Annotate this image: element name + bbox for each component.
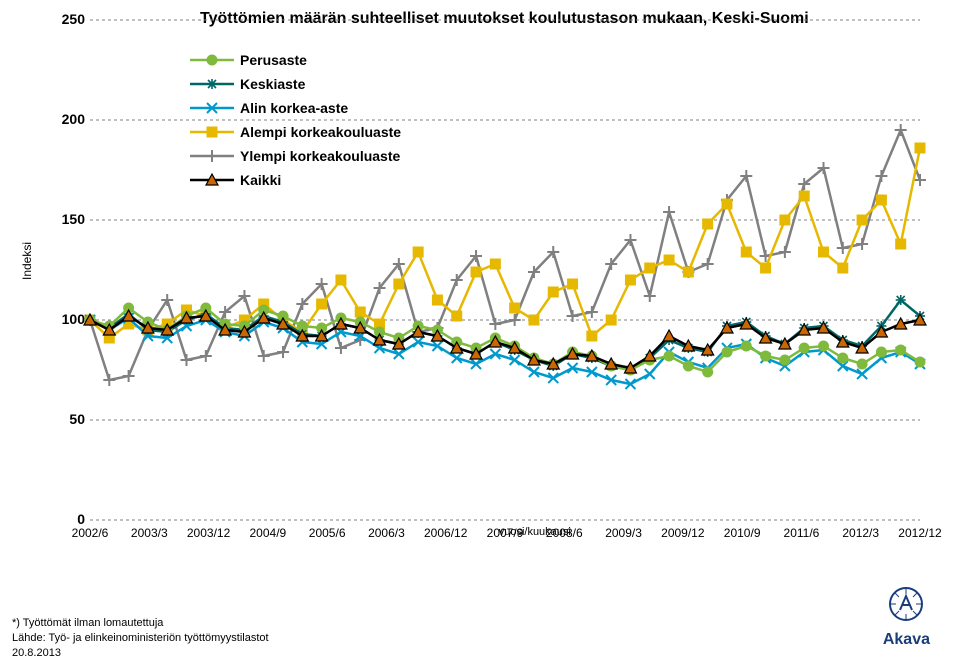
footer-line3: 20.8.2013 — [12, 646, 269, 661]
logo-text: Akava — [883, 631, 930, 649]
y-tick: 150 — [50, 211, 85, 227]
y-tick: 200 — [50, 111, 85, 127]
x-axis-secondary-label: vuosi/kuukausi — [499, 526, 571, 538]
legend-item-keskiaste: Keskiaste — [190, 74, 401, 94]
footer-text: *) Työttömät ilman lomautettuja Lähde: T… — [12, 616, 269, 661]
logo-icon — [886, 584, 926, 624]
y-tick: 250 — [50, 11, 85, 27]
legend: Perusaste Keskiaste Alin korkea-aste Alempi… — [190, 50, 401, 194]
footer-line2: Lähde: Työ- ja elinkeinoministeriön työt… — [12, 631, 269, 646]
y-tick: 0 — [50, 511, 85, 527]
legend-item-kaikki: Kaikki — [190, 170, 401, 190]
legend-label: Alin korkea-aste — [240, 100, 348, 116]
legend-item-perusaste: Perusaste — [190, 50, 401, 70]
legend-item-alempi_kk: Alempi korkeakouluaste — [190, 122, 401, 142]
legend-label: Kaikki — [240, 172, 281, 188]
y-tick: 100 — [50, 311, 85, 327]
legend-item-alin_korkea: Alin korkea-aste — [190, 98, 401, 118]
legend-label: Ylempi korkeakouluaste — [240, 148, 400, 164]
y-axis-label: Indeksi — [20, 242, 34, 280]
legend-label: Keskiaste — [240, 76, 305, 92]
legend-label: Perusaste — [240, 52, 307, 68]
logo: Akava — [883, 584, 930, 649]
footer-line1: *) Työttömät ilman lomautettuja — [12, 616, 269, 631]
legend-item-ylempi_kk: Ylempi korkeakouluaste — [190, 146, 401, 166]
legend-label: Alempi korkeakouluaste — [240, 124, 401, 140]
y-tick: 50 — [50, 411, 85, 427]
